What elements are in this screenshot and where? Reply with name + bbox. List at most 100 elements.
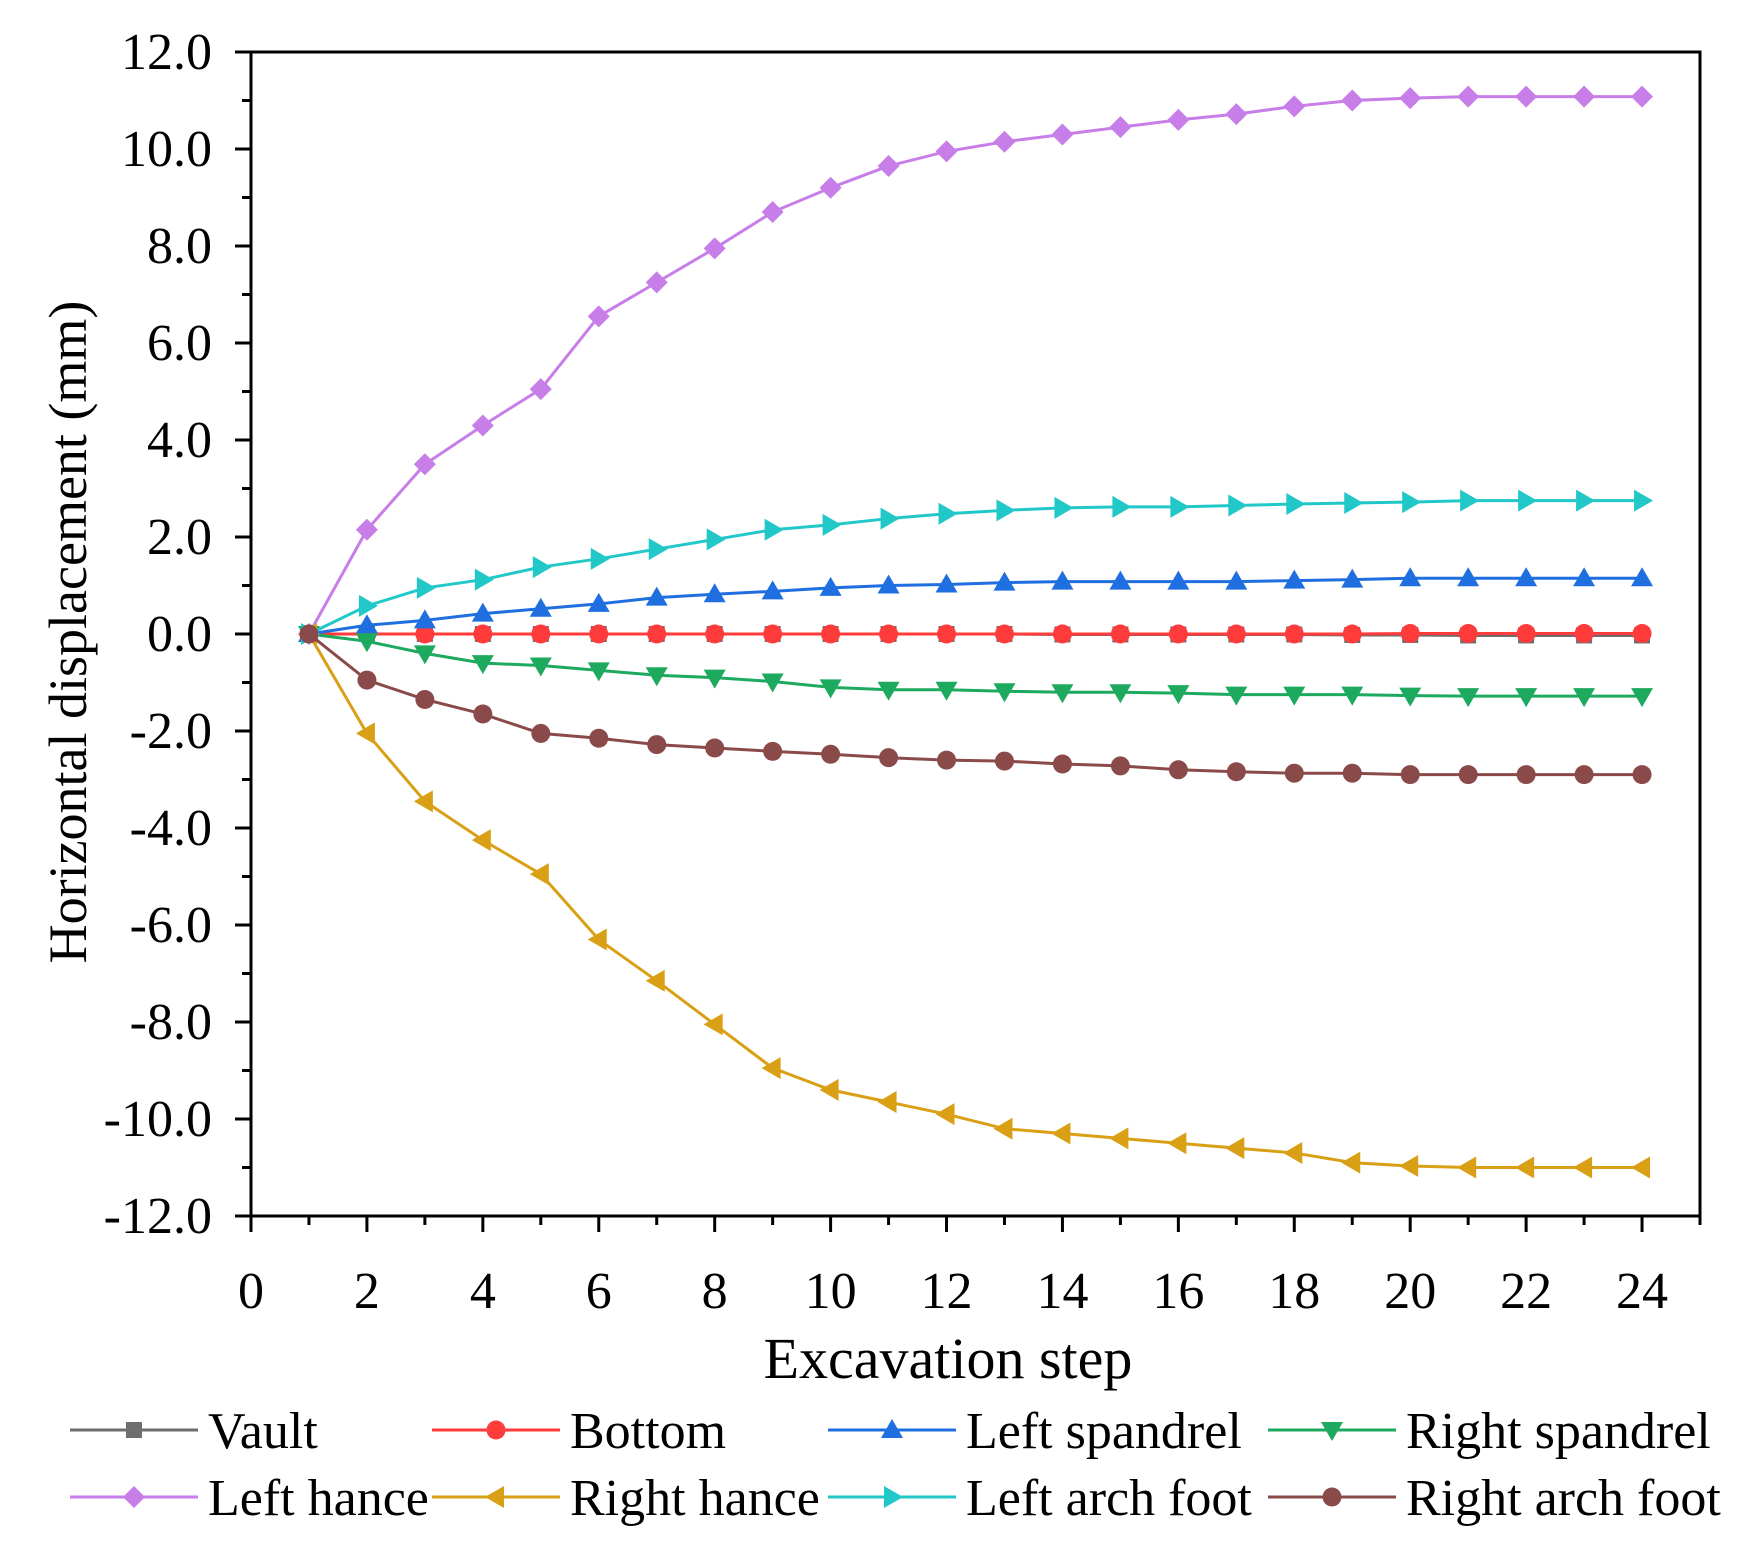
plot-series [297,85,1654,1179]
data-point [763,741,783,761]
legend-item: Left spandrel [828,1403,1242,1460]
data-point [1167,1132,1187,1155]
data-point [1167,108,1190,131]
data-point [1573,1156,1593,1179]
data-point [1225,686,1248,706]
data-point [880,507,900,530]
data-point [1518,489,1538,512]
data-point [1051,570,1074,590]
data-point [1516,624,1536,644]
y-tick-label: 6.0 [147,315,212,372]
data-point [703,1013,723,1036]
data-point [703,583,726,603]
data-point [994,751,1014,771]
data-point [1283,1141,1303,1164]
data-point [1402,491,1422,514]
series-line [307,633,1643,1169]
data-point [1457,688,1480,708]
legend-item: Right hance [432,1470,820,1527]
data-point [1341,686,1364,706]
data-point [471,655,494,675]
legend-item: Left hance [70,1470,429,1527]
data-point [413,645,436,665]
data-point [877,154,900,177]
series-left-hance [297,85,1654,645]
data-point [1283,569,1306,589]
data-point [703,669,726,689]
x-tick-label: 2 [354,1263,380,1320]
data-point [821,744,841,764]
data-point [993,130,1016,153]
legend-label: Left arch foot [966,1470,1252,1527]
legend-label: Right hance [570,1470,820,1527]
series-right-spandrel [297,626,1654,708]
data-point [935,681,958,701]
x-tick-label: 20 [1384,1263,1436,1320]
y-tick-label: -12.0 [104,1188,212,1245]
data-point [1168,760,1188,780]
data-point [648,538,668,561]
series-line [307,95,1643,635]
data-point [1110,756,1130,776]
data-point [471,829,491,852]
data-point [416,576,436,599]
data-point [1515,688,1538,708]
data-point [1341,89,1364,112]
data-point [1399,1155,1419,1178]
data-point [1399,687,1422,707]
series-right-arch-foot [299,624,1652,785]
data-point [1225,1137,1245,1160]
y-tick-label: -8.0 [130,994,212,1051]
data-point [358,594,378,617]
data-point [529,657,552,677]
data-point [703,237,726,260]
data-point [1283,686,1306,706]
y-tick-label: 12.0 [121,24,212,81]
data-point [1632,765,1652,785]
y-tick-label: 2.0 [147,509,212,566]
x-tick-label: 22 [1500,1263,1552,1320]
data-point [938,502,958,525]
data-point [1225,570,1248,590]
x-axis-label: Excavation step [764,1326,1133,1391]
data-point [1631,688,1654,708]
data-point [1168,624,1188,644]
data-point [705,738,725,758]
data-point [413,609,436,629]
y-tick-label: 10.0 [121,121,212,178]
data-point [1341,568,1364,588]
data-point [996,499,1016,522]
y-axis-label: Horizontal displacement (mm) [38,301,98,964]
data-point [1573,688,1596,708]
y-tick-label: -2.0 [130,703,212,760]
data-point [1399,87,1422,110]
data-point [705,624,725,644]
data-point [587,305,610,328]
data-point [415,624,435,644]
data-point [1225,103,1248,126]
data-point [645,969,665,992]
data-point [1109,116,1132,139]
data-point [819,576,842,596]
data-point [645,271,668,294]
data-point [1634,489,1654,512]
data-point [822,513,842,536]
legend-swatch-marker [1321,1422,1343,1441]
data-point [587,662,610,682]
data-point [994,624,1014,644]
data-point [1342,624,1362,644]
data-point [355,633,378,653]
data-point [935,573,958,593]
data-point [821,624,841,644]
data-point [529,597,552,617]
data-point [1631,85,1654,108]
legend-swatch-marker [884,1486,903,1508]
series-line [308,632,1643,698]
data-point [879,748,899,768]
data-point [1170,495,1190,518]
data-point [1460,489,1480,512]
data-point [471,602,494,622]
data-point [1167,570,1190,590]
legend-swatch-marker [1322,1487,1342,1507]
